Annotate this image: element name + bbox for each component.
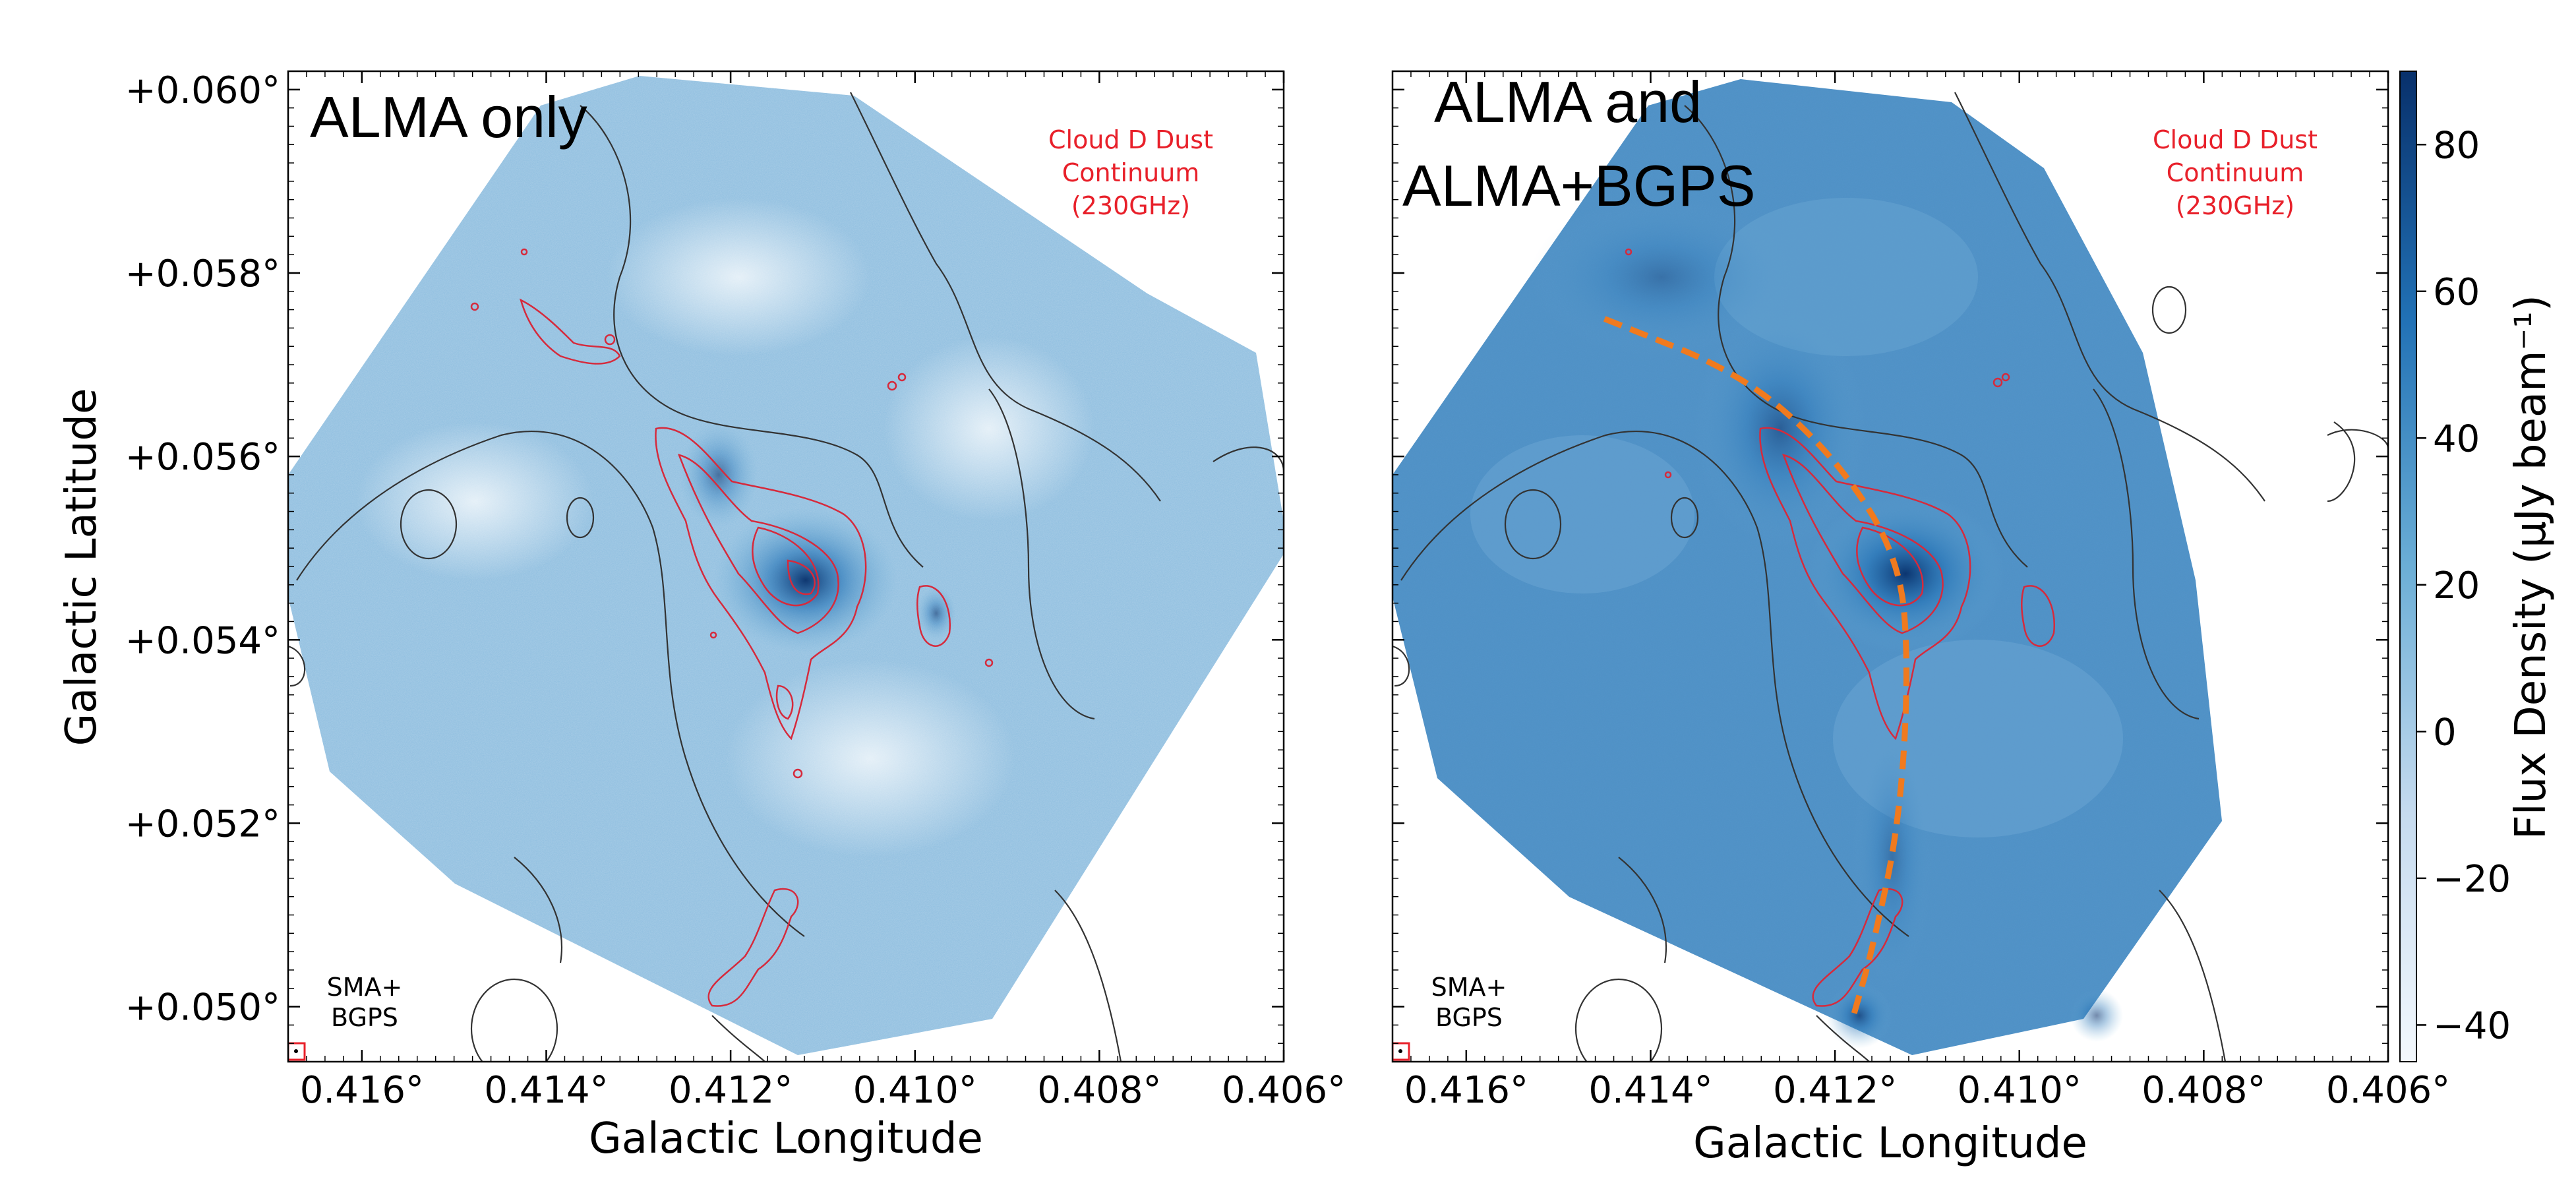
colorbar-tick-label: −40 [2433,1004,2511,1047]
right-minor-ticks [1392,71,2389,1062]
right-x-tick-label: 0.408° [2142,1069,2265,1112]
left-bgps-contours [288,92,1284,1062]
colorbar-gradient [2399,71,2417,1062]
right-beam-label-line-2: BGPS [1435,1003,1503,1032]
colorbar-ticks: 80 60 40 20 0 −20 −40 [2416,124,2511,1047]
right-map-image [1393,79,2388,1062]
colorbar: 80 60 40 20 0 −20 −40 Flux Density (μJy beam⁻¹… [2399,71,2556,1062]
left-x-tick-label: 0.412° [669,1069,793,1112]
right-x-tick-label: 0.416° [1404,1069,1528,1112]
right-annotation-line-3: (230GHz) [2176,191,2294,220]
left-panel-title: ALMA only [310,84,587,150]
colorbar-tick-label: 80 [2433,124,2480,167]
right-x-tick-label: 0.414° [1588,1069,1712,1112]
right-panel-title-line-1: ALMA and [1434,69,1702,135]
right-alma-contours [1625,248,2056,1007]
colorbar-tick-label: −20 [2433,858,2511,901]
left-x-ticks: 0.416° 0.414° 0.412° 0.410° 0.408° 0.406° [300,71,1346,1112]
left-beam-label-line-2: BGPS [331,1003,398,1032]
left-y-tick-label: +0.056° [125,436,280,479]
panel-right-alma-and-alma-bgps: 0.416° 0.414° 0.412° 0.410° 0.408° 0.406° ALM… [1391,69,2450,1168]
left-annotation-line-2: Continuum [1062,158,1200,187]
right-x-tick-label: 0.412° [1773,1069,1897,1112]
left-x-tick-label: 0.408° [1037,1069,1161,1112]
right-beam-label-line-1: SMA+ [1431,973,1507,1002]
left-annotation-line-1: Cloud D Dust [1048,125,1213,154]
left-y-tick-label: +0.052° [125,803,280,845]
left-y-tick-label: +0.060° [125,69,280,112]
right-x-tick-label: 0.406° [2326,1069,2450,1112]
left-y-ticks: +0.060° +0.058° +0.056° +0.054° +0.052° +0.05… [125,69,1284,1029]
left-map-image [288,76,1284,1062]
right-annotation-line-2: Continuum [2167,158,2304,187]
right-panel-title-line-2: ALMA+BGPS [1402,153,1756,218]
left-annotation-line-3: (230GHz) [1071,191,1190,220]
left-x-tick-label: 0.410° [853,1069,977,1112]
y-axis-label: Galactic Latitude [57,388,106,746]
left-x-axis-label: Galactic Longitude [589,1114,983,1163]
filament-ridge-dashed-line [1603,316,1909,1018]
panel-left-alma-only: 0.416° 0.414° 0.412° 0.410° 0.408° 0.406° +0.… [57,69,1346,1163]
left-minor-ticks [287,71,1284,1062]
colorbar-tick-label: 20 [2433,564,2480,607]
colorbar-label: Flux Density (μJy beam⁻¹) [2507,295,2556,839]
right-x-tick-label: 0.410° [1958,1069,2082,1112]
left-x-tick-label: 0.416° [300,1069,424,1112]
colorbar-tick-label: 0 [2433,711,2457,754]
colorbar-tick-label: 40 [2433,417,2480,460]
left-x-tick-label: 0.406° [1222,1069,1346,1112]
left-alma-contours [470,248,994,1007]
left-y-tick-label: +0.058° [125,253,280,295]
left-y-tick-label: +0.054° [125,619,280,662]
right-annotation-line-1: Cloud D Dust [2153,125,2318,154]
left-y-tick-label: +0.050° [125,987,280,1029]
colorbar-tick-label: 60 [2433,271,2480,314]
left-x-tick-label: 0.414° [484,1069,608,1112]
left-beam-label-line-1: SMA+ [327,973,403,1002]
right-x-ticks: 0.416° 0.414° 0.412° 0.410° 0.408° 0.406° [1393,71,2450,1112]
right-x-axis-label: Galactic Longitude [1693,1119,2087,1168]
